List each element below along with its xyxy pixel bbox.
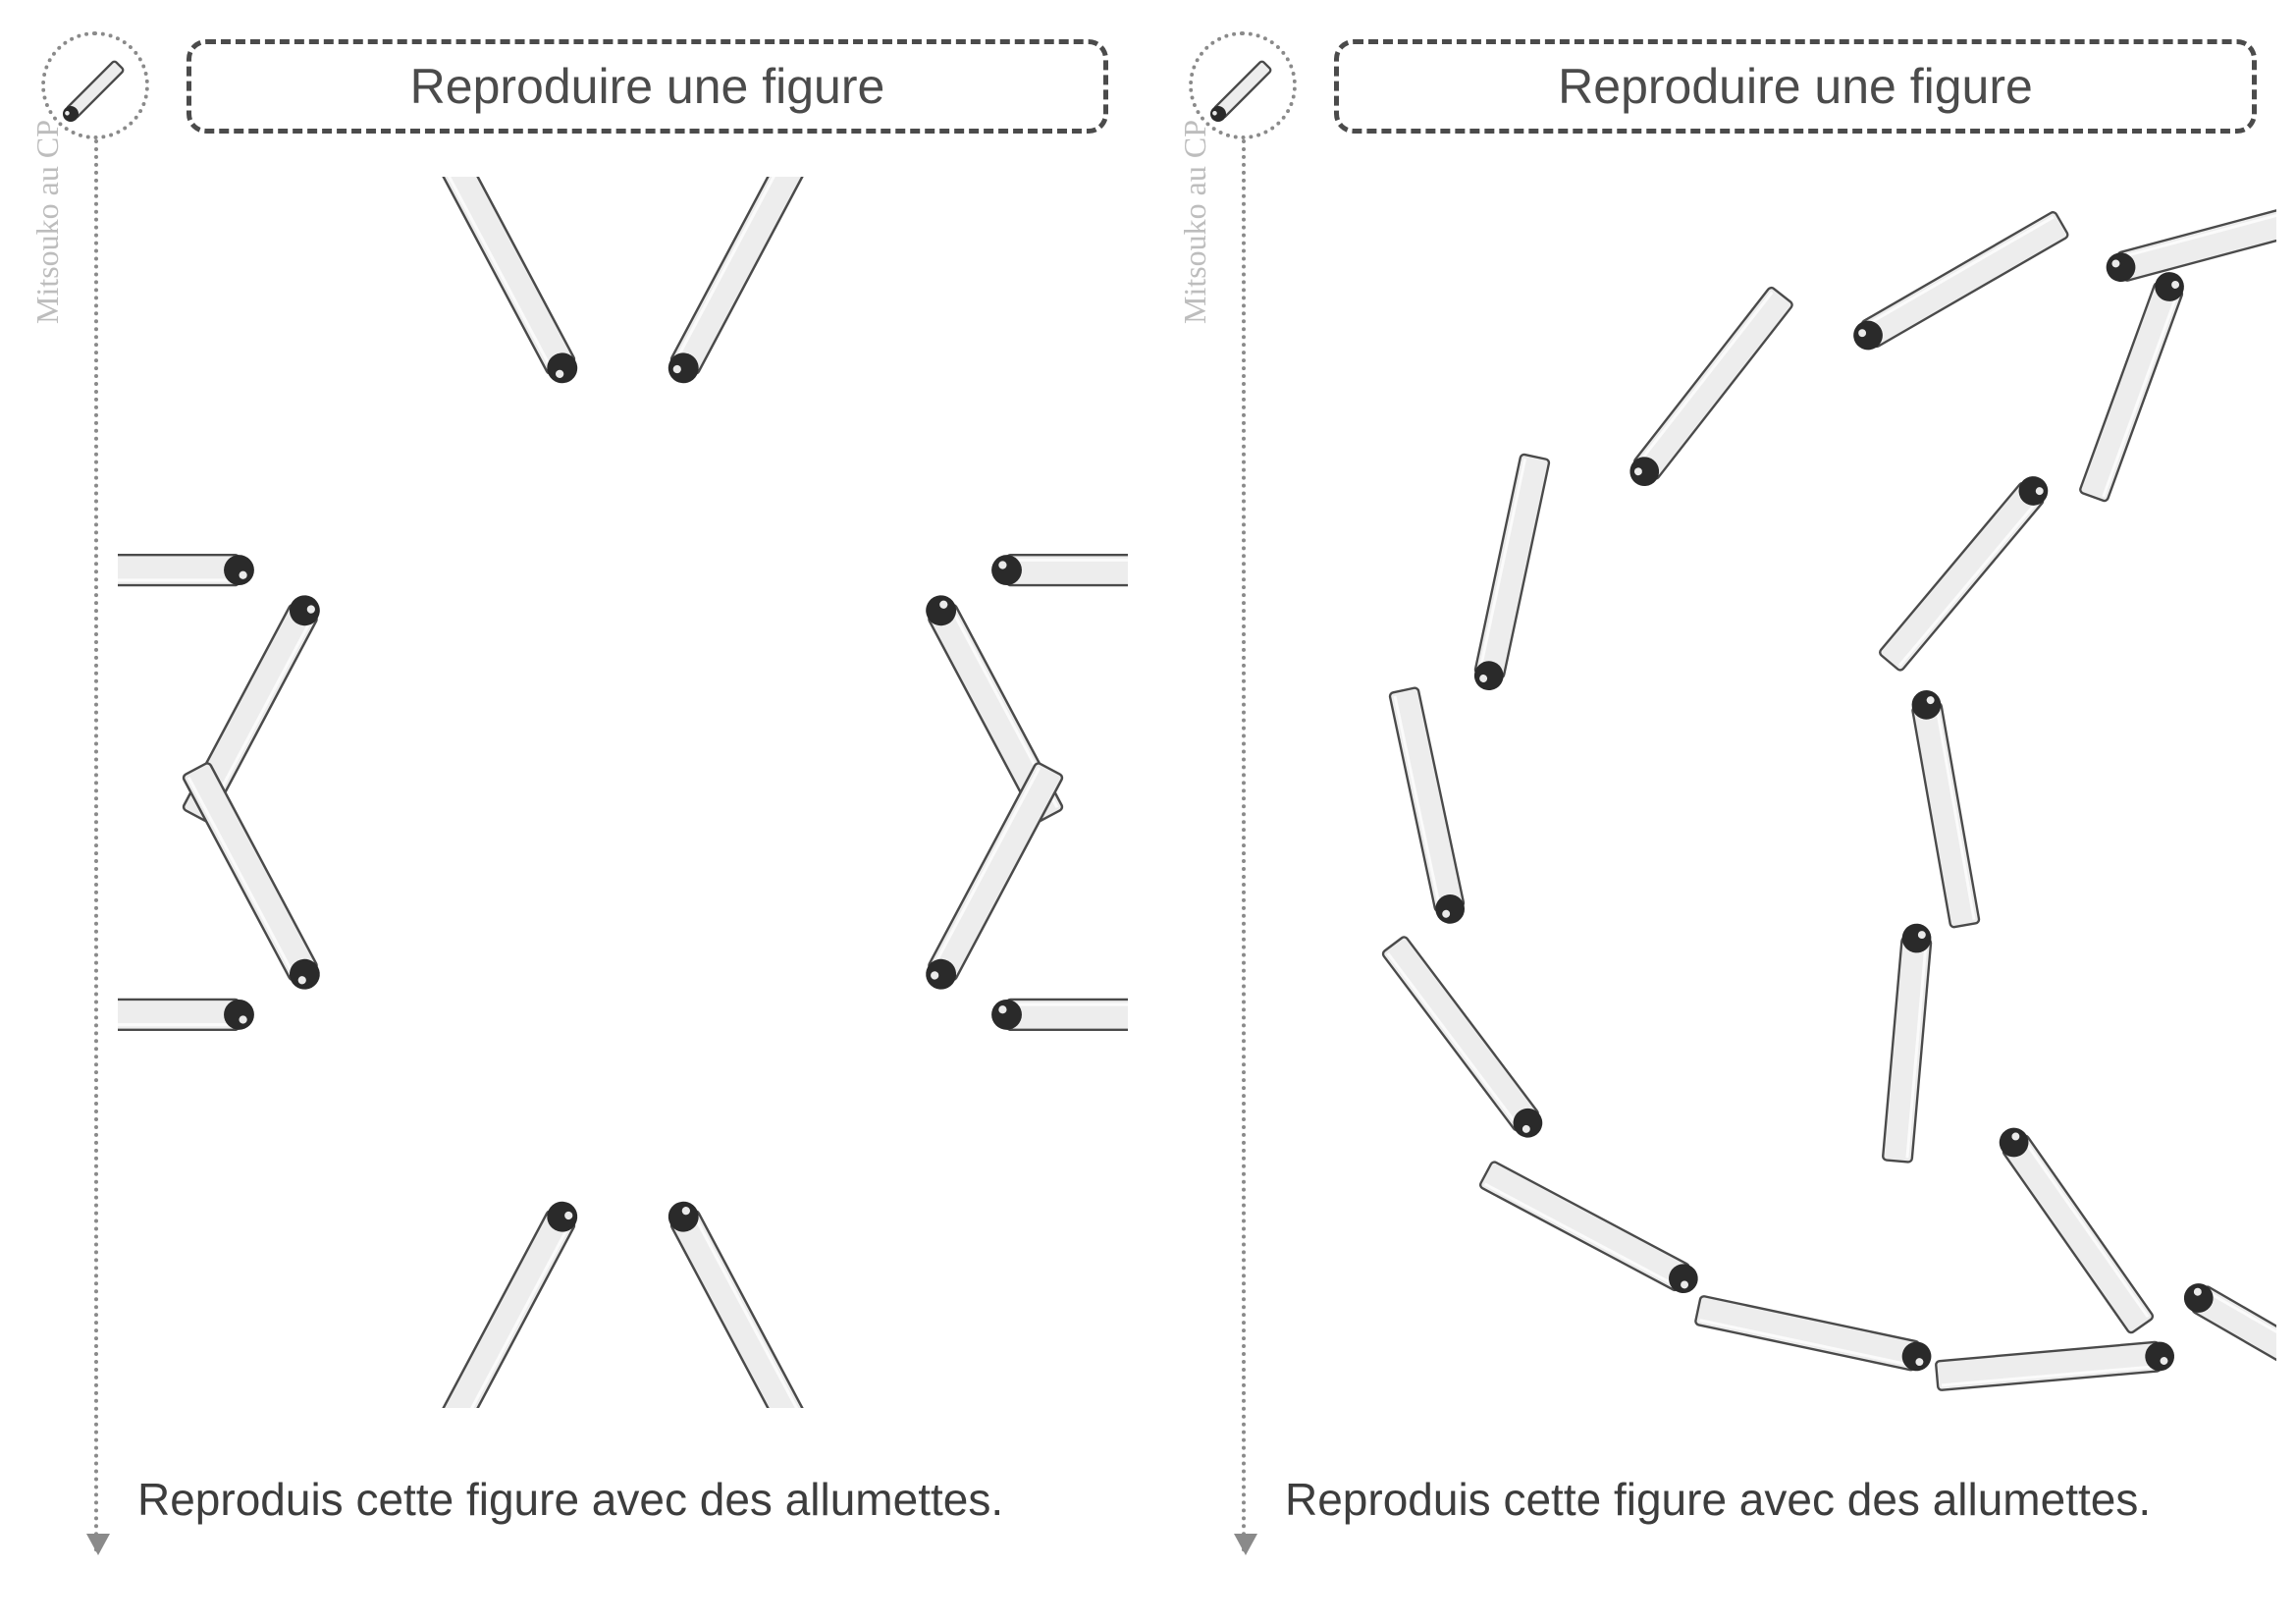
figure-star	[118, 177, 1128, 1408]
matchstick	[2079, 268, 2188, 502]
matchstick	[1936, 1340, 2175, 1390]
title-text: Reproduire une figure	[410, 62, 885, 111]
matchstick	[1883, 922, 1933, 1162]
worksheet-page: Mitsouko au CP Reproduire une figure Rep…	[0, 0, 2296, 1624]
matchstick	[2103, 195, 2276, 286]
instruction-text: Reproduis cette figure avec des allumett…	[137, 1473, 1108, 1526]
matchstick-icon	[1210, 53, 1283, 126]
vertical-dotted-arrow	[94, 139, 98, 1553]
matchstick	[1695, 1296, 1935, 1375]
panel-moon: Mitsouko au CP Reproduire une figure Rep…	[1148, 0, 2296, 1624]
matchstick	[921, 762, 1064, 995]
matchstick	[118, 555, 254, 585]
matchstick	[1624, 287, 1793, 492]
matchstick	[991, 555, 1128, 585]
matchstick	[118, 1000, 254, 1030]
matchstick	[663, 177, 806, 389]
matchstick	[991, 1000, 1128, 1030]
credit-text: Mitsouko au CP	[29, 120, 66, 324]
matchstick	[440, 177, 583, 389]
matchstick	[183, 762, 326, 995]
title-box: Reproduire une figure	[1334, 39, 2257, 134]
matchstick-icon	[63, 53, 135, 126]
matchstick	[1879, 470, 2055, 672]
matchstick	[1848, 211, 2069, 355]
credit-text: Mitsouko au CP	[1177, 120, 1213, 324]
matchstick	[1994, 1122, 2155, 1334]
matchstick	[1909, 688, 1979, 928]
matchstick	[2178, 1278, 2276, 1408]
title-text: Reproduire une figure	[1558, 62, 2033, 111]
matchstick	[1389, 687, 1468, 927]
instruction-text: Reproduis cette figure avec des allumett…	[1285, 1473, 2257, 1526]
matchstick	[1471, 454, 1550, 693]
matchstick	[1381, 936, 1548, 1144]
figure-moon	[1265, 177, 2276, 1408]
title-box: Reproduire une figure	[187, 39, 1108, 134]
vertical-dotted-arrow	[1242, 139, 1246, 1553]
matchstick	[1479, 1161, 1703, 1298]
panel-star: Mitsouko au CP Reproduire une figure Rep…	[0, 0, 1148, 1624]
matchstick	[663, 1196, 806, 1408]
matchstick	[440, 1196, 583, 1408]
